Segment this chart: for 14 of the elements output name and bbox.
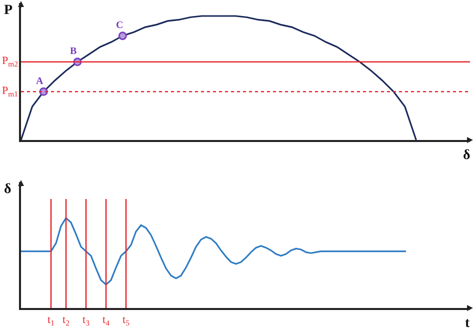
x-axis-title: δ [463, 148, 470, 163]
ref-line-label: P$_{m2}$ [2, 55, 18, 68]
x-axis-title: t [465, 316, 470, 331]
y-axis-title: P [4, 3, 13, 18]
x-tick-label: t$_{1}$ [48, 314, 55, 328]
x-tick-label: t$_{3}$ [82, 314, 90, 328]
annotation: B [70, 46, 77, 57]
y-axis-title: δ [4, 182, 12, 197]
annotation: C [116, 20, 124, 31]
annotation: A [36, 76, 44, 87]
x-tick-label: t$_{2}$ [62, 314, 70, 328]
ref-line-label: P$_{m1}$ [2, 85, 18, 98]
x-tick-label: t$_{4}$ [102, 314, 110, 328]
x-tick-label: t$_{5}$ [122, 314, 130, 328]
